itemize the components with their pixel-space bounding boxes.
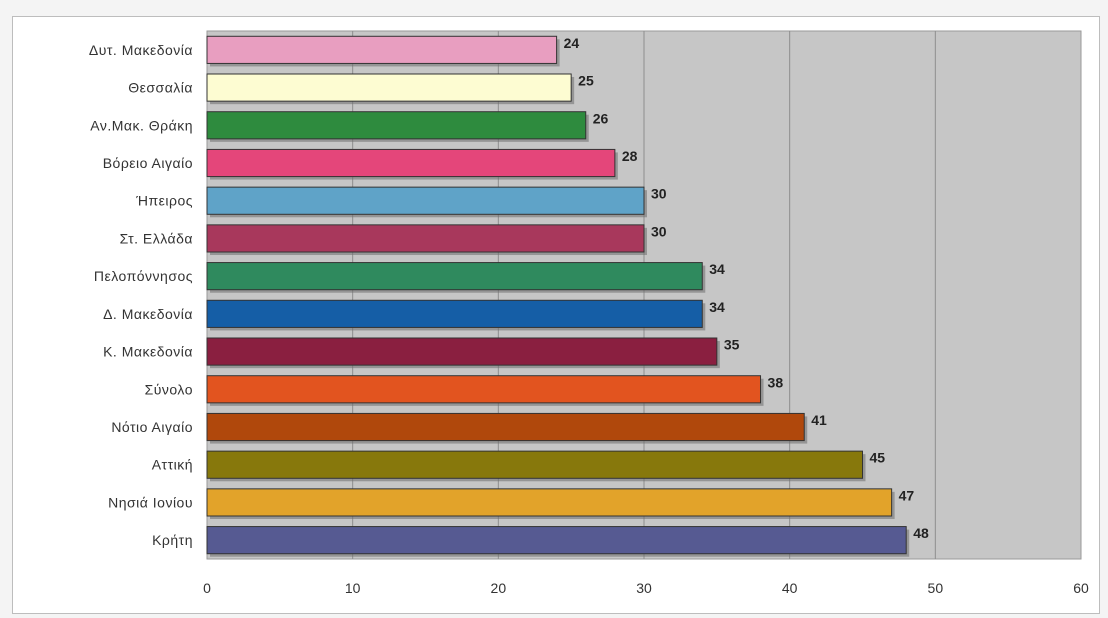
category-label: Ήπειρος [135,193,193,209]
x-tick-label: 50 [928,580,944,596]
category-label: Δυτ. Μακεδονία [89,42,193,58]
x-tick-label: 0 [203,580,211,596]
value-label: 24 [564,35,580,51]
value-label: 28 [622,148,638,164]
value-label: 34 [709,261,725,277]
value-label: 47 [899,487,915,503]
bar [206,526,907,555]
value-label: 34 [709,299,725,315]
category-label: Αν.Μακ. Θράκη [90,117,193,133]
bar [206,412,805,442]
x-tick-label: 60 [1073,580,1089,596]
x-tick-label: 10 [345,580,361,596]
value-label: 25 [578,73,594,89]
value-label: 38 [768,374,784,390]
category-label: Νησιά Ιονίου [108,494,193,510]
bar [206,111,587,140]
bar [206,337,718,366]
bar [206,35,558,64]
value-label: 35 [724,337,740,353]
value-label: 48 [913,525,929,541]
category-label: Βόρειο Αιγαίο [103,155,193,171]
bar [206,299,703,328]
bar [206,73,572,102]
value-labels: 24 25 26 28 30 30 34 34 35 38 41 45 47 48 [564,35,929,541]
x-tick-label: 40 [782,580,798,596]
bars [206,35,910,557]
category-label: Θεσσαλία [128,80,193,96]
value-label: 30 [651,186,667,202]
x-axis-ticks: 0 10 20 30 40 50 60 [203,580,1089,596]
chart-frame: 24 25 26 28 30 30 34 34 35 38 41 45 47 48 Δυτ. Μακεδο… [12,16,1100,614]
category-label: Κρήτη [152,532,193,548]
category-label: Νότιο Αιγαίο [111,419,193,435]
bar [206,224,645,253]
category-label: Πελοπόννησος [94,268,193,284]
value-label: 45 [870,450,886,466]
bar [206,450,863,479]
bar [206,262,703,291]
value-label: 30 [651,223,667,239]
bar [206,186,645,215]
category-label: Αττική [152,457,193,473]
category-labels: Δυτ. Μακεδονία Θεσσαλία Αν.Μακ. Θράκη Βόρει… [89,42,193,548]
bar-chart: 24 25 26 28 30 30 34 34 35 38 41 45 47 48 Δυτ. Μακεδο… [89,30,1089,596]
x-tick-label: 20 [491,580,507,596]
category-label: Κ. Μακεδονία [103,344,193,360]
value-label: 26 [593,110,609,126]
bar [206,488,893,517]
bar [206,148,616,178]
bar [206,375,762,404]
category-label: Δ. Μακεδονία [103,306,193,322]
x-tick-label: 30 [636,580,652,596]
category-label: Σύνολο [145,381,193,397]
category-label: Στ. Ελλάδα [120,230,193,246]
value-label: 41 [811,412,827,428]
